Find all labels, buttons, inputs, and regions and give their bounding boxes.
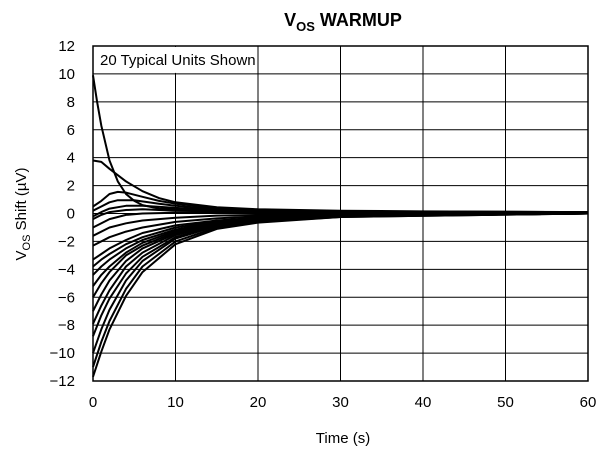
x-tick-label: 50 [497,394,514,411]
series-lines [92,75,589,378]
y-tick-label: 6 [67,122,75,139]
chart-title: VOS WARMUP [284,10,402,34]
y-axis-label: VOS Shift (µV) [13,168,33,261]
x-tick-label: 0 [89,394,97,411]
x-tick-label: 60 [580,394,597,411]
y-tick-label: 8 [67,94,75,111]
y-tick-label: −10 [50,345,75,362]
y-tick-label: 4 [67,150,75,167]
x-tick-label: 10 [167,394,184,411]
y-tick-label: 12 [58,38,75,55]
x-axis-label: Time (s) [316,430,370,447]
y-tick-labels: −12 −10 −8 −6 −4 −2 0 2 4 6 8 10 12 [50,38,75,390]
y-tick-label: −2 [58,233,75,250]
x-tick-label: 40 [415,394,432,411]
x-tick-label: 20 [250,394,267,411]
y-tick-label: 2 [67,178,75,195]
x-tick-labels: 0 10 20 30 40 50 60 [89,394,597,411]
plot-frame [92,45,589,382]
series-line-8 [92,211,589,237]
y-tick-label: −6 [58,289,75,306]
y-tick-label: −12 [50,373,75,390]
y-tick-label: 10 [58,66,75,83]
y-tick-label: 0 [67,206,75,223]
series-line-20 [92,212,589,378]
y-tick-label: −8 [58,317,75,334]
y-tick-label: −4 [58,261,75,278]
x-tick-label: 30 [332,394,349,411]
annotation-text: 20 Typical Units Shown [100,52,256,69]
annotation-background [94,47,257,73]
